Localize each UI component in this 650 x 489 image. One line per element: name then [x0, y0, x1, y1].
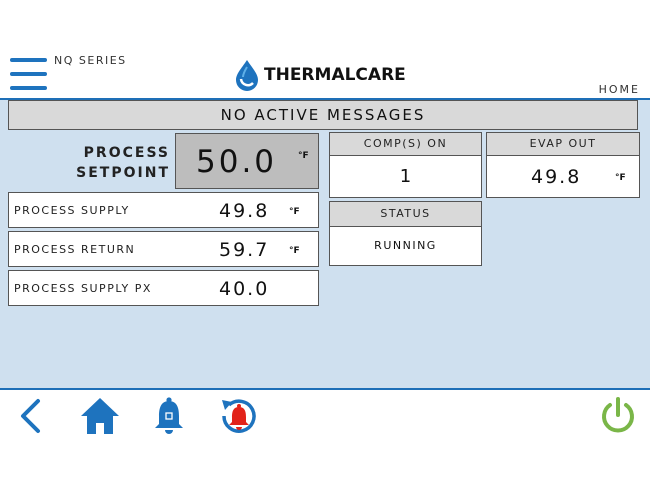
comps-on-header: COMP(S) ON	[329, 132, 482, 156]
water-drop-logo-icon	[236, 60, 258, 91]
status-value: RUNNING	[329, 226, 482, 266]
reading-value: 49.8	[219, 200, 270, 222]
alarm-bell-icon[interactable]	[152, 396, 186, 436]
reading-label: PROCESS SUPPLY PX	[14, 282, 152, 295]
header: NQ SERIES THERMALCARE HOME	[0, 50, 650, 100]
process-supply-row: PROCESS SUPPLY 49.8 °F	[8, 192, 319, 228]
reading-label: PROCESS RETURN	[14, 243, 136, 256]
alarm-history-icon[interactable]	[216, 394, 260, 438]
evap-out-box: 49.8 °F	[486, 155, 640, 198]
logo-text: THERMALCARE	[264, 65, 406, 85]
message-bar[interactable]: NO ACTIVE MESSAGES	[8, 100, 638, 130]
status-header: STATUS	[329, 201, 482, 227]
back-arrow-icon[interactable]	[16, 398, 44, 434]
reading-value: 59.7	[219, 239, 270, 261]
hamburger-menu-icon[interactable]	[10, 56, 48, 92]
reading-unit: °F	[289, 207, 300, 217]
evap-out-value: 49.8	[531, 166, 582, 188]
process-supply-px-row: PROCESS SUPPLY PX 40.0	[8, 270, 319, 306]
series-label: NQ SERIES	[54, 54, 127, 67]
setpoint-label: PROCESS SETPOINT	[60, 143, 170, 183]
footer-toolbar	[0, 388, 650, 442]
main-panel: NO ACTIVE MESSAGES PROCESS SETPOINT 50.0…	[0, 100, 650, 438]
comps-on-value: 1	[329, 155, 482, 198]
setpoint-label-line1: PROCESS	[83, 145, 170, 161]
thermalcare-logo: THERMALCARE	[234, 58, 406, 92]
power-icon[interactable]	[598, 396, 638, 436]
home-link[interactable]: HOME	[598, 83, 640, 96]
evap-out-header: EVAP OUT	[486, 132, 640, 156]
reading-unit: °F	[289, 246, 300, 256]
reading-value: 40.0	[219, 278, 270, 300]
home-icon[interactable]	[79, 396, 121, 436]
reading-label: PROCESS SUPPLY	[14, 204, 130, 217]
process-return-row: PROCESS RETURN 59.7 °F	[8, 231, 319, 267]
evap-out-unit: °F	[615, 173, 626, 183]
setpoint-unit: °F	[298, 151, 309, 161]
process-setpoint-field[interactable]: 50.0 °F	[175, 133, 319, 189]
setpoint-label-line2: SETPOINT	[76, 165, 170, 181]
setpoint-value: 50.0	[196, 144, 278, 180]
